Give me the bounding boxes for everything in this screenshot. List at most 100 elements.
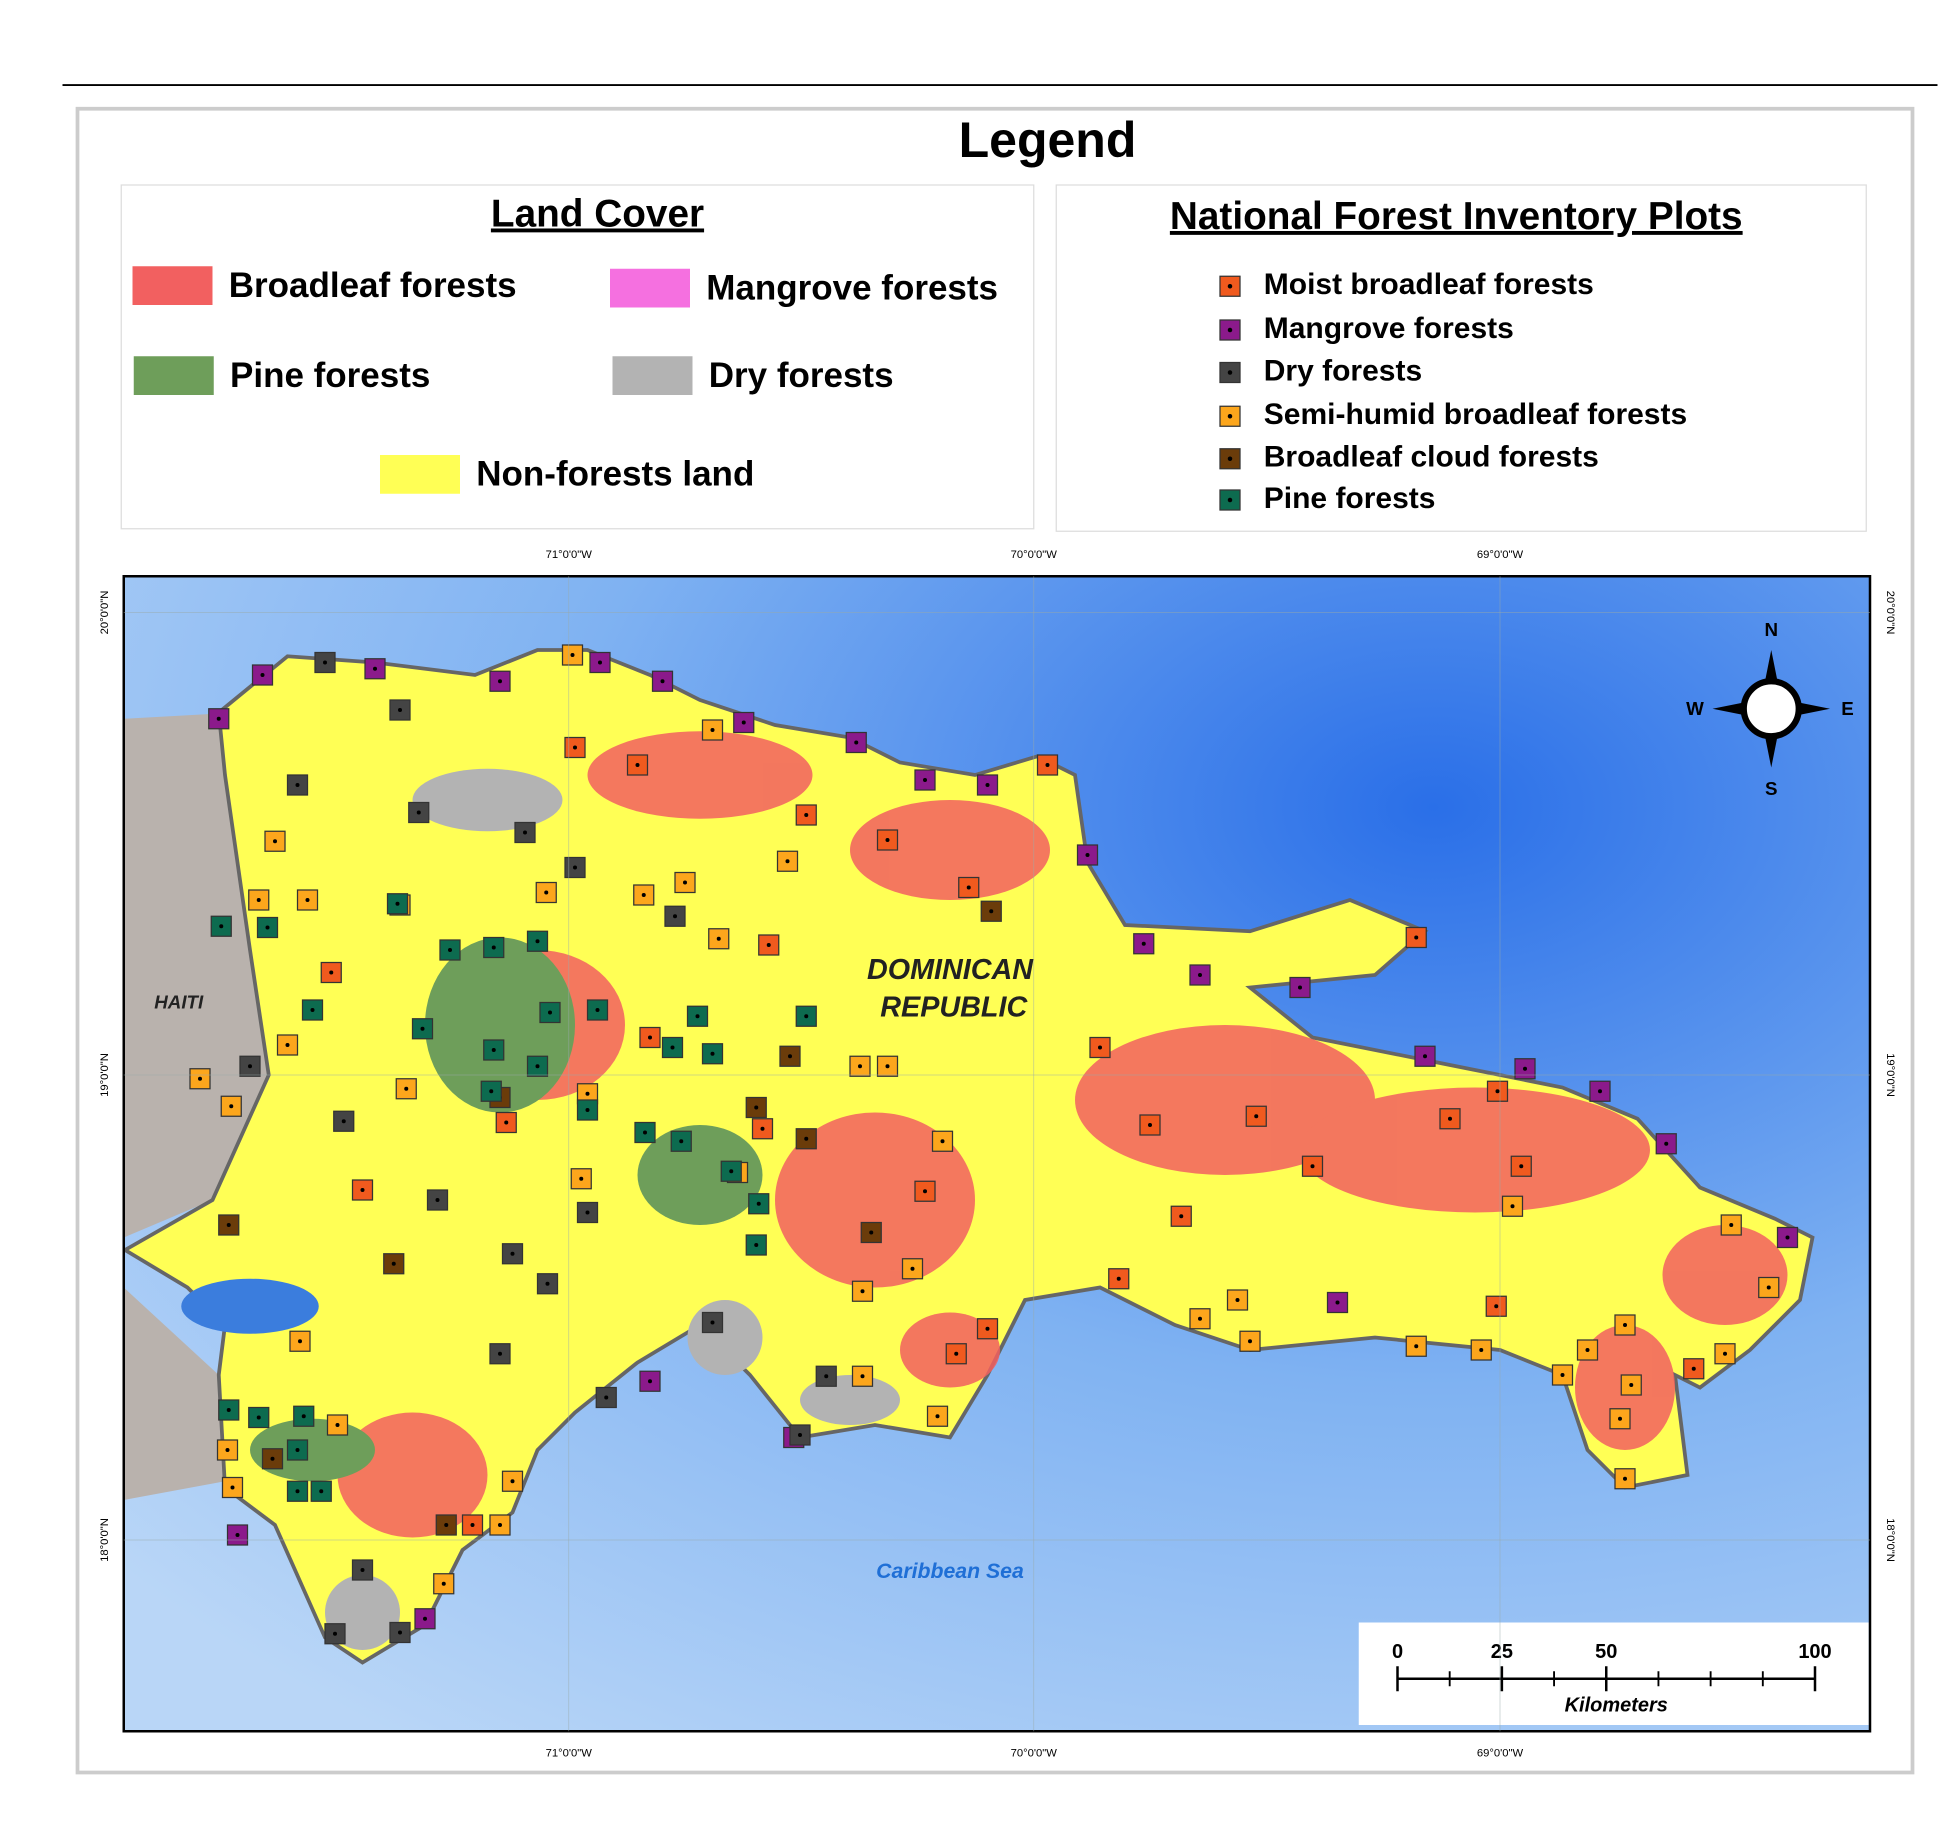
plot-marker-dot	[444, 1523, 449, 1527]
plot-marker-dot	[1623, 1323, 1627, 1327]
plot-marker-dot	[1766, 1285, 1771, 1290]
map-frame	[122, 575, 1872, 1733]
plot-marker-dot	[585, 1091, 590, 1096]
plot-label: Semi-humid broadleaf forests	[1264, 398, 1687, 431]
plot-marker-dot	[333, 1631, 337, 1636]
plot-marker-dot	[660, 679, 665, 684]
plot-marker-dot	[491, 1048, 496, 1053]
plot-marker-dot	[535, 1064, 540, 1069]
plot-marker-dot	[854, 740, 859, 745]
plot-marker-dot	[860, 1374, 865, 1379]
plot-marker-dot	[229, 1104, 234, 1109]
latitude-label: 20°0'0"N	[1884, 591, 1896, 635]
haiti-label: HAITI	[154, 992, 204, 1013]
plot-marker-dot	[1198, 1316, 1203, 1321]
plot-marker-dot	[729, 1169, 734, 1174]
plot-marker-dot	[1618, 1416, 1622, 1421]
longitude-label: 70°0'0"W	[1011, 549, 1058, 561]
plot-marker-dot	[673, 914, 678, 919]
plot-marker-dot	[1254, 1114, 1259, 1119]
scale-bar-box	[1358, 1622, 1869, 1725]
plot-marker-dot	[1729, 1223, 1734, 1228]
plot-marker-dot	[1335, 1300, 1340, 1305]
plot-marker-dot	[260, 673, 265, 678]
plot-marker-dot	[579, 1176, 584, 1181]
plot-marker-dot	[360, 1188, 365, 1193]
plot-marker-dot	[491, 945, 496, 950]
plot-swatch-dot	[1227, 284, 1233, 289]
plot-marker-dot	[1494, 1304, 1499, 1309]
longitude-label: 69°0'0"W	[1477, 1748, 1524, 1760]
plot-marker-dot	[1510, 1204, 1515, 1209]
plot-marker-dot	[885, 1064, 890, 1069]
plot-marker-dot	[1423, 1054, 1427, 1059]
scale-unit: Kilometers	[1565, 1695, 1668, 1717]
plot-marker-dot	[510, 1251, 515, 1256]
plot-marker-dot	[441, 1581, 446, 1586]
plot-marker-dot	[1248, 1339, 1253, 1344]
latitude-label: 18°0'0"N	[99, 1518, 111, 1562]
land-cover-label: Broadleaf forests	[229, 266, 517, 305]
plot-marker-dot	[416, 810, 421, 815]
plot-marker-dot	[643, 1130, 648, 1135]
longitude-label: 71°0'0"W	[546, 1748, 593, 1760]
plot-marker-dot	[766, 943, 771, 948]
plot-marker-dot	[641, 893, 646, 898]
latitude-label: 18°0'0"N	[1884, 1518, 1896, 1562]
plot-marker-dot	[1479, 1348, 1484, 1352]
longitude-label: 70°0'0"W	[1011, 1748, 1058, 1760]
plot-marker-dot	[395, 901, 400, 906]
land-cover-label: Pine forests	[230, 356, 430, 395]
plot-marker-dot	[198, 1076, 202, 1081]
plot-marker-dot	[1141, 941, 1146, 946]
plot-marker-dot	[391, 1261, 396, 1266]
plot-marker-dot	[1310, 1164, 1315, 1169]
plot-label: Broadleaf cloud forests	[1264, 441, 1599, 474]
plot-marker-dot	[435, 1198, 440, 1203]
plot-marker-dot	[1664, 1141, 1669, 1146]
plot-marker-dot	[335, 1423, 340, 1427]
plot-marker-dot	[1116, 1276, 1121, 1281]
plot-swatch-dot	[1227, 456, 1233, 462]
plot-marker-dot	[935, 1414, 940, 1419]
compass-w: W	[1686, 698, 1704, 719]
plot-marker-dot	[305, 898, 310, 903]
plot-marker-dot	[510, 1479, 515, 1484]
plot-marker-dot	[1298, 985, 1302, 990]
scale-tick-label: 0	[1392, 1641, 1403, 1663]
plot-marker-dot	[1448, 1116, 1452, 1121]
land-cover-swatch	[610, 268, 690, 308]
plot-marker-dot	[585, 1210, 590, 1215]
plot-label: Pine forests	[1264, 482, 1436, 515]
plot-marker-dot	[298, 1339, 302, 1344]
plot-marker-dot	[1623, 1476, 1627, 1481]
legend-title: Legend	[959, 112, 1137, 168]
land-cover-title: Land Cover	[491, 192, 704, 235]
plot-marker-dot	[1148, 1123, 1153, 1128]
plot-marker-dot	[548, 1010, 552, 1015]
plot-marker-dot	[1414, 1344, 1419, 1349]
plot-marker-dot	[910, 1266, 915, 1271]
land-cover-label: Mangrove forests	[706, 268, 998, 307]
plot-marker-dot	[398, 1630, 402, 1635]
plot-marker-dot	[535, 939, 540, 944]
scale-tick-label: 50	[1595, 1641, 1617, 1663]
plot-marker-dot	[323, 660, 327, 665]
compass-s: S	[1765, 778, 1778, 799]
plot-marker-dot	[595, 1008, 600, 1013]
plots	[189, 644, 1799, 1645]
lake	[181, 1278, 319, 1334]
nfi-title: National Forest Inventory Plots	[1170, 195, 1743, 238]
plot-marker-dot	[741, 720, 746, 725]
sea-label: Caribbean Sea	[876, 1559, 1024, 1583]
compass-n: N	[1764, 619, 1778, 640]
plot-marker-dot	[1585, 1348, 1590, 1352]
country-label: REPUBLIC	[880, 991, 1028, 1023]
plot-marker-dot	[256, 898, 261, 903]
plot-marker-dot	[216, 716, 221, 721]
plot-marker-dot	[489, 1089, 494, 1094]
plot-marker-dot	[544, 890, 549, 895]
plot-marker-dot	[695, 1014, 700, 1019]
plot-marker-dot	[1598, 1089, 1602, 1094]
